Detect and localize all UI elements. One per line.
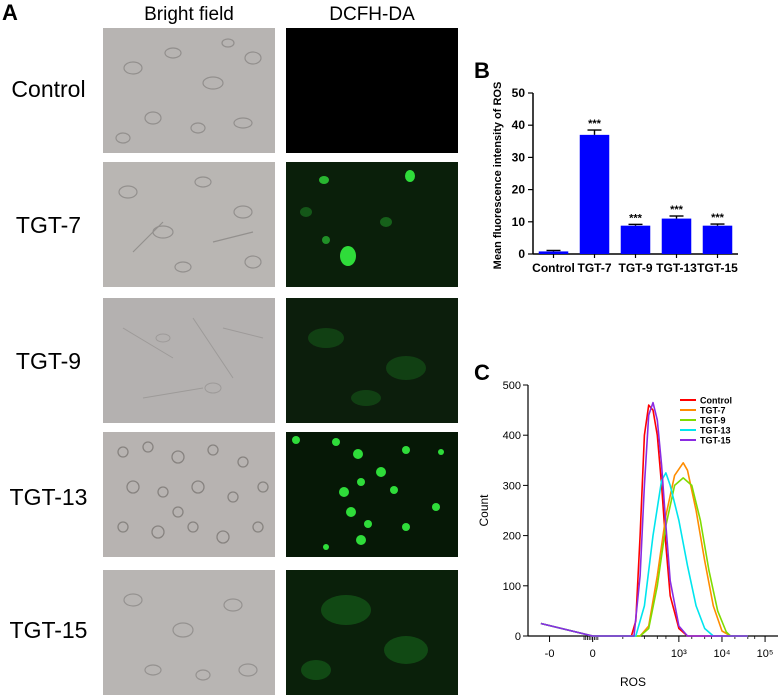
x-tick-label: 10⁵ <box>757 648 774 660</box>
bar <box>661 218 692 254</box>
y-tick-label: 10 <box>512 215 526 229</box>
column-heading-brightfield: Bright field <box>144 4 234 25</box>
series-line <box>540 401 748 637</box>
y-tick-label: 0 <box>518 247 525 261</box>
y-axis-label: Mean fluorescence intensity of ROS <box>492 82 504 270</box>
x-tick-label: -0 <box>545 648 555 660</box>
y-tick-label: 300 <box>503 480 521 492</box>
fluorescence-image-tgt15 <box>286 570 458 695</box>
brightfield-image-tgt9 <box>103 298 275 423</box>
y-tick-label: 500 <box>503 380 521 392</box>
legend-label: TGT-13 <box>700 426 731 436</box>
x-axis-label: ROS <box>620 675 646 689</box>
y-tick-label: 20 <box>512 183 526 197</box>
x-tick-label: 10³ <box>671 648 687 660</box>
y-tick-label: 200 <box>503 531 521 543</box>
brightfield-image-tgt13 <box>103 432 275 557</box>
x-tick-label: TGT-9 <box>618 261 652 275</box>
legend-label: TGT-7 <box>700 406 726 416</box>
significance-label: *** <box>588 118 602 130</box>
column-heading-dcfhda: DCFH-DA <box>329 4 415 25</box>
legend-label: TGT-9 <box>700 416 726 426</box>
x-tick-label: 10⁴ <box>713 648 730 660</box>
y-tick-label: 30 <box>512 150 526 164</box>
y-tick-label: 0 <box>515 631 521 643</box>
panel-b-letter: B <box>474 58 490 83</box>
y-tick-label: 40 <box>512 118 526 132</box>
series-line <box>540 472 748 637</box>
panel-a-letter: A <box>2 0 18 25</box>
bar <box>702 225 733 254</box>
brightfield-image-tgt15 <box>103 570 275 695</box>
fluorescence-image-control <box>286 28 458 153</box>
panel-c-letter: C <box>474 360 490 385</box>
x-tick-label: TGT-15 <box>697 261 738 275</box>
row-label-tgt9: TGT-9 <box>15 348 82 374</box>
series-line <box>540 477 748 637</box>
significance-label: *** <box>629 212 643 224</box>
legend-label: Control <box>700 396 732 406</box>
brightfield-image-control <box>103 28 275 153</box>
row-label-tgt7: TGT-7 <box>15 212 82 238</box>
significance-label: *** <box>711 212 725 224</box>
y-tick-label: 50 <box>512 86 526 100</box>
bar <box>620 225 651 254</box>
bar <box>538 251 569 254</box>
x-tick-label: TGT-7 <box>577 261 611 275</box>
x-tick-label: Control <box>532 261 575 275</box>
row-label-tgt15: TGT-15 <box>9 617 88 643</box>
fluorescence-image-tgt13 <box>286 432 458 557</box>
brightfield-image-tgt7 <box>103 162 275 287</box>
series-line <box>540 404 748 637</box>
row-label-control: Control <box>11 76 86 102</box>
legend-label: TGT-15 <box>700 436 731 446</box>
row-label-tgt13: TGT-13 <box>9 484 88 510</box>
x-tick-label: 0 <box>590 648 596 660</box>
fluorescence-image-tgt9 <box>286 298 458 423</box>
y-axis-label: Count <box>477 494 491 527</box>
significance-label: *** <box>670 204 684 216</box>
x-tick-label: TGT-13 <box>656 261 697 275</box>
bar <box>579 134 610 254</box>
y-tick-label: 400 <box>503 430 521 442</box>
fluorescence-image-tgt7 <box>286 162 458 287</box>
y-tick-label: 100 <box>503 581 521 593</box>
